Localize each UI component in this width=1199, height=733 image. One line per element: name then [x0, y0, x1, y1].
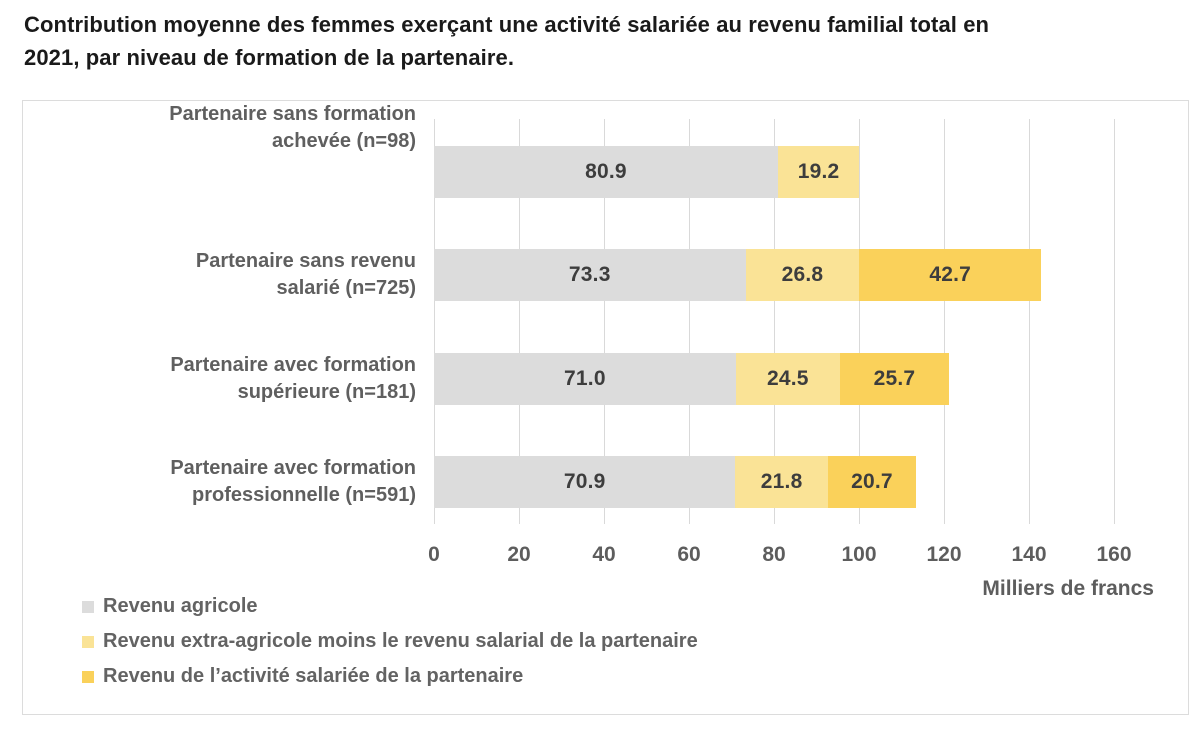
gridline	[604, 119, 605, 524]
x-tick-label: 60	[677, 543, 701, 566]
bar-value-label: 73.3	[568, 263, 611, 286]
bar-row: 73.3 26.8 42.7	[434, 249, 1138, 301]
category-label: Partenaire sans revenu salarié (n=725)	[195, 250, 416, 299]
bar-value-label: 42.7	[929, 263, 971, 286]
legend-label: Revenu extra-agricole moins le revenu sa…	[103, 630, 698, 652]
x-tick-label: 40	[592, 543, 616, 566]
bar-segment: 80.9	[434, 146, 778, 198]
plot-area: 80.9 19.2 73.3 26.8 42.7 71.0 24.5 25.7 70.9 21.8…	[434, 119, 1138, 524]
x-tick-label: 80	[762, 543, 786, 566]
bar-value-label: 25.7	[873, 367, 916, 390]
legend-item: Revenu extra-agricole moins le revenu sa…	[82, 630, 698, 653]
bar-row: 80.9 19.2	[434, 146, 1138, 198]
bar-segment: 19.2	[777, 146, 860, 198]
bar-value-label: 80.9	[585, 160, 627, 183]
legend-item: Revenu de l’activité salariée de la part…	[82, 665, 698, 688]
legend: Revenu agricole Revenu extra-agricole mo…	[82, 595, 698, 688]
legend-item: Revenu agricole	[82, 595, 698, 618]
bar-row: 71.0 24.5 25.7	[434, 353, 1138, 405]
bar-value-label: 19.2	[797, 160, 840, 183]
x-tick-label: 20	[507, 543, 531, 566]
gridline	[944, 119, 945, 524]
category-label: Partenaire avec formation supérieure (n=…	[170, 354, 416, 403]
bar-value-label: 24.5	[766, 367, 809, 390]
bar-value-label: 20.7	[851, 470, 893, 493]
gridline	[1029, 119, 1030, 524]
legend-swatch	[82, 670, 94, 683]
bar-value-label: 26.8	[781, 263, 824, 286]
legend-swatch	[82, 600, 94, 613]
bar-segment: 24.5	[735, 353, 840, 405]
gridline	[434, 119, 435, 524]
category-label: Partenaire sans formation achevée (n=98)	[169, 103, 416, 152]
bar-segment: 73.3	[434, 249, 746, 301]
bar-segment: 21.8	[735, 456, 828, 508]
chart-card: 80.9 19.2 73.3 26.8 42.7 71.0 24.5 25.7 70.9 21.8…	[22, 100, 1189, 715]
x-tick-label: 0	[428, 543, 440, 566]
legend-label: Revenu de l’activité salariée de la part…	[103, 665, 524, 687]
legend-swatch	[82, 635, 94, 648]
legend-label: Revenu agricole	[103, 595, 258, 617]
bar-segment: 20.7	[827, 456, 916, 508]
x-tick-label: 140	[1011, 543, 1047, 566]
bar-segment: 71.0	[434, 353, 736, 405]
x-tick-label: 160	[1096, 543, 1132, 566]
gridline	[1114, 119, 1115, 524]
bar-segment: 70.9	[434, 456, 736, 508]
gridline	[859, 119, 860, 524]
bar-value-label: 70.9	[563, 470, 606, 493]
bar-segment: 42.7	[859, 249, 1041, 301]
gridline	[519, 119, 520, 524]
bar-segment: 26.8	[745, 249, 860, 301]
bar-segment: 25.7	[839, 353, 950, 405]
bar-value-label: 71.0	[564, 367, 606, 390]
gridline	[774, 119, 775, 524]
category-label: Partenaire avec formation professionnell…	[170, 457, 416, 506]
bar-value-label: 21.8	[760, 470, 803, 493]
x-tick-label: 100	[841, 543, 877, 566]
x-axis-title: Milliers de francs	[982, 577, 1154, 600]
chart-title: Contribution moyenne des femmes exerçant…	[24, 12, 990, 70]
x-tick-label: 120	[926, 543, 962, 566]
bar-row: 70.9 21.8 20.7	[434, 456, 1138, 508]
gridline	[689, 119, 690, 524]
